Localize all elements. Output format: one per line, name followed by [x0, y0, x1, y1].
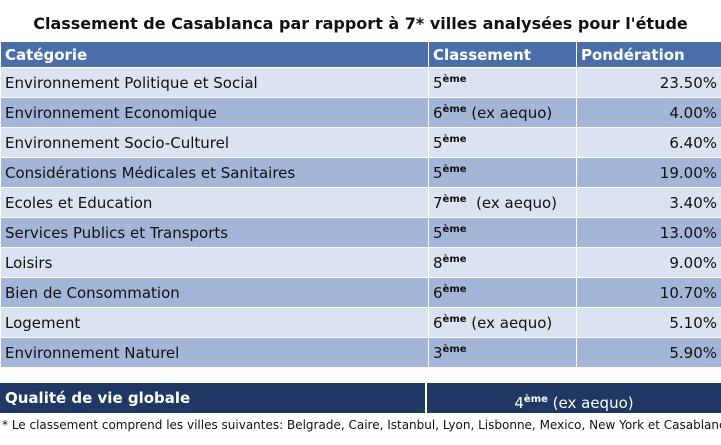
summary-label: Qualité de vie globale [5, 389, 191, 407]
rank-cell: 7ème (ex aequo) [428, 187, 577, 218]
rank-cell: 5ème [428, 127, 577, 158]
summary-row: Qualité de vie globale 4ème (ex aequo) [0, 383, 721, 413]
table-row: Environnement Socio-Culturel 5ème 6.40% [0, 127, 721, 158]
rank-cell: 3ème [428, 337, 577, 368]
category-cell: Environnement Economique [0, 97, 429, 128]
rank-cell: 6ème [428, 277, 577, 308]
rank-note: (ex aequo) [466, 103, 553, 122]
ranking-table: Catégorie Classement Pondération Environ… [0, 41, 721, 368]
rank-number: 6 [433, 313, 443, 332]
rank-suffix: ème [442, 103, 467, 115]
summary-rank-number: 4 [514, 394, 524, 412]
table-title: Classement de Casablanca par rapport à 7… [33, 14, 688, 33]
rank-number: 8 [433, 253, 443, 272]
category-cell: Considérations Médicales et Sanitaires [0, 157, 429, 188]
category-cell: Logement [0, 307, 429, 338]
rank-number: 7 [433, 193, 443, 212]
weight-cell: 5.10% [576, 307, 721, 338]
summary-rank-suffix: ème [523, 394, 548, 405]
rank-number: 3 [433, 343, 443, 362]
table-row: Considérations Médicales et Sanitaires 5è… [0, 157, 721, 188]
table-row: Environnement Politique et Social 5ème 23.… [0, 67, 721, 98]
table-row: Services Publics et Transports 5ème 13.00% [0, 217, 721, 248]
rank-suffix: ème [442, 313, 467, 325]
rank-number: 5 [433, 163, 443, 182]
rank-suffix: ème [442, 163, 467, 175]
summary-rank: 4ème (ex aequo) [425, 383, 721, 413]
rank-note: (ex aequo) [466, 193, 558, 212]
table-row: Loisirs 8ème 9.00% [0, 247, 721, 278]
category-cell: Environnement Politique et Social [0, 67, 429, 98]
header-row: Catégorie Classement Pondération [0, 41, 721, 68]
summary-rank-note: (ex aequo) [547, 394, 634, 412]
category-cell: Loisirs [0, 247, 429, 278]
rank-note: (ex aequo) [466, 313, 553, 332]
rank-suffix: ème [442, 253, 467, 265]
rank-suffix: ème [442, 223, 467, 235]
weight-cell: 5.90% [576, 337, 721, 368]
category-cell: Bien de Consommation [0, 277, 429, 308]
weight-cell: 10.70% [576, 277, 721, 308]
table-row: Ecoles et Education 7ème (ex aequo) 3.40% [0, 187, 721, 218]
rank-suffix: ème [442, 133, 467, 145]
rank-suffix: ème [442, 73, 467, 85]
weight-cell: 4.00% [576, 97, 721, 128]
category-cell: Ecoles et Education [0, 187, 429, 218]
rank-cell: 5ème [428, 67, 577, 98]
rank-number: 6 [433, 103, 443, 122]
weight-cell: 19.00% [576, 157, 721, 188]
rank-cell: 6ème (ex aequo) [428, 307, 577, 338]
weight-cell: 3.40% [576, 187, 721, 218]
category-cell: Environnement Naturel [0, 337, 429, 368]
rank-suffix: ème [442, 343, 467, 355]
column-header-category: Catégorie [0, 41, 429, 68]
category-cell: Environnement Socio-Culturel [0, 127, 429, 158]
rank-number: 5 [433, 223, 443, 242]
column-header-rank: Classement [428, 41, 577, 68]
rank-number: 5 [433, 133, 443, 152]
rank-number: 6 [433, 283, 443, 302]
rank-cell: 6ème (ex aequo) [428, 97, 577, 128]
rank-number: 5 [433, 73, 443, 92]
table-row: Bien de Consommation 6ème 10.70% [0, 277, 721, 308]
table-row: Logement 6ème (ex aequo) 5.10% [0, 307, 721, 338]
rank-cell: 8ème [428, 247, 577, 278]
weight-cell: 13.00% [576, 217, 721, 248]
rank-suffix: ème [442, 283, 467, 295]
weight-cell: 9.00% [576, 247, 721, 278]
rank-suffix: ème [442, 193, 467, 205]
rank-cell: 5ème [428, 217, 577, 248]
rank-cell: 5ème [428, 157, 577, 188]
table-row: Environnement Naturel 3ème 5.90% [0, 337, 721, 368]
table-row: Environnement Economique 6ème (ex aequo) 4… [0, 97, 721, 128]
footnote: * Le classement comprend les villes suiv… [2, 418, 721, 432]
weight-cell: 23.50% [576, 67, 721, 98]
column-header-weight: Pondération [576, 41, 721, 68]
category-cell: Services Publics et Transports [0, 217, 429, 248]
weight-cell: 6.40% [576, 127, 721, 158]
